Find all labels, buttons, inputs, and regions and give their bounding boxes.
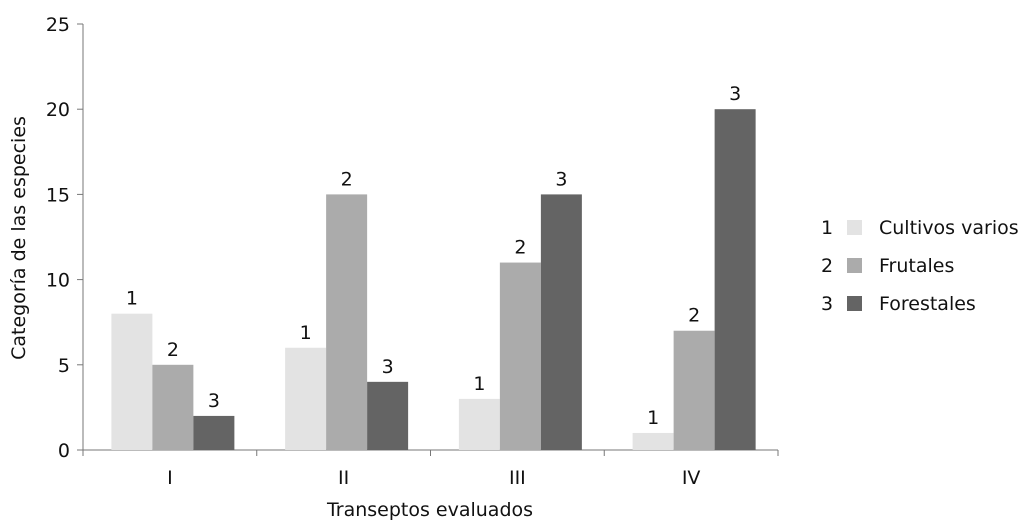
y-tick-label: 10 <box>46 270 70 292</box>
bar-2 <box>326 194 368 450</box>
bars <box>111 109 756 450</box>
bar-3 <box>714 109 756 450</box>
legend-swatch <box>847 258 862 273</box>
bar-3 <box>193 415 235 450</box>
y-axis-title: Categoría de las especies <box>8 116 30 360</box>
bar-3 <box>367 381 409 450</box>
bar-label: 1 <box>300 322 312 344</box>
bar-3 <box>540 194 582 450</box>
bar-1 <box>458 398 500 450</box>
bar-label: 3 <box>208 390 220 412</box>
bar-1 <box>632 432 674 450</box>
x-tick-label: I <box>167 467 173 489</box>
legend-key: 3 <box>821 293 833 315</box>
y-tick-label: 25 <box>46 14 70 36</box>
legend-key: 2 <box>821 255 833 277</box>
bar-label: 2 <box>167 339 179 361</box>
legend-swatch <box>847 220 862 235</box>
y-tick-label: 20 <box>46 99 70 121</box>
legend-label: Cultivos varios <box>879 217 1019 239</box>
bar-label: 2 <box>341 168 353 190</box>
legend-swatch <box>847 296 862 311</box>
x-tick-label: III <box>509 467 526 489</box>
bar-label: 3 <box>555 168 567 190</box>
x-tick-label: IV <box>682 467 701 489</box>
y-tick-label: 5 <box>58 355 70 377</box>
x-axis: I II III IV <box>82 449 779 489</box>
bar-label: 3 <box>729 83 741 105</box>
bar-label: 3 <box>382 356 394 378</box>
y-tick-label: 15 <box>46 184 70 206</box>
bar-label: 1 <box>647 407 659 429</box>
bar-1 <box>285 347 327 450</box>
bar-label: 1 <box>126 288 138 310</box>
bar-labels: 1 2 3 1 2 3 1 2 3 1 2 3 <box>126 83 741 429</box>
bar-2 <box>499 262 541 450</box>
legend-label: Frutales <box>879 255 954 277</box>
legend: 1 Cultivos varios 2 Frutales 3 Forestales <box>821 217 1019 315</box>
legend-key: 1 <box>821 217 833 239</box>
x-axis-title: Transeptos evaluados <box>326 499 533 521</box>
bar-2 <box>152 364 194 450</box>
y-axis: 0 5 10 15 20 25 <box>46 14 84 462</box>
bar-1 <box>111 313 153 450</box>
bar-label: 2 <box>514 237 526 259</box>
bar-label: 2 <box>688 305 700 327</box>
bar-2 <box>673 330 715 450</box>
legend-label: Forestales <box>879 293 976 315</box>
bar-label: 1 <box>473 373 485 395</box>
y-tick-label: 0 <box>58 440 70 462</box>
x-tick-label: II <box>338 467 349 489</box>
